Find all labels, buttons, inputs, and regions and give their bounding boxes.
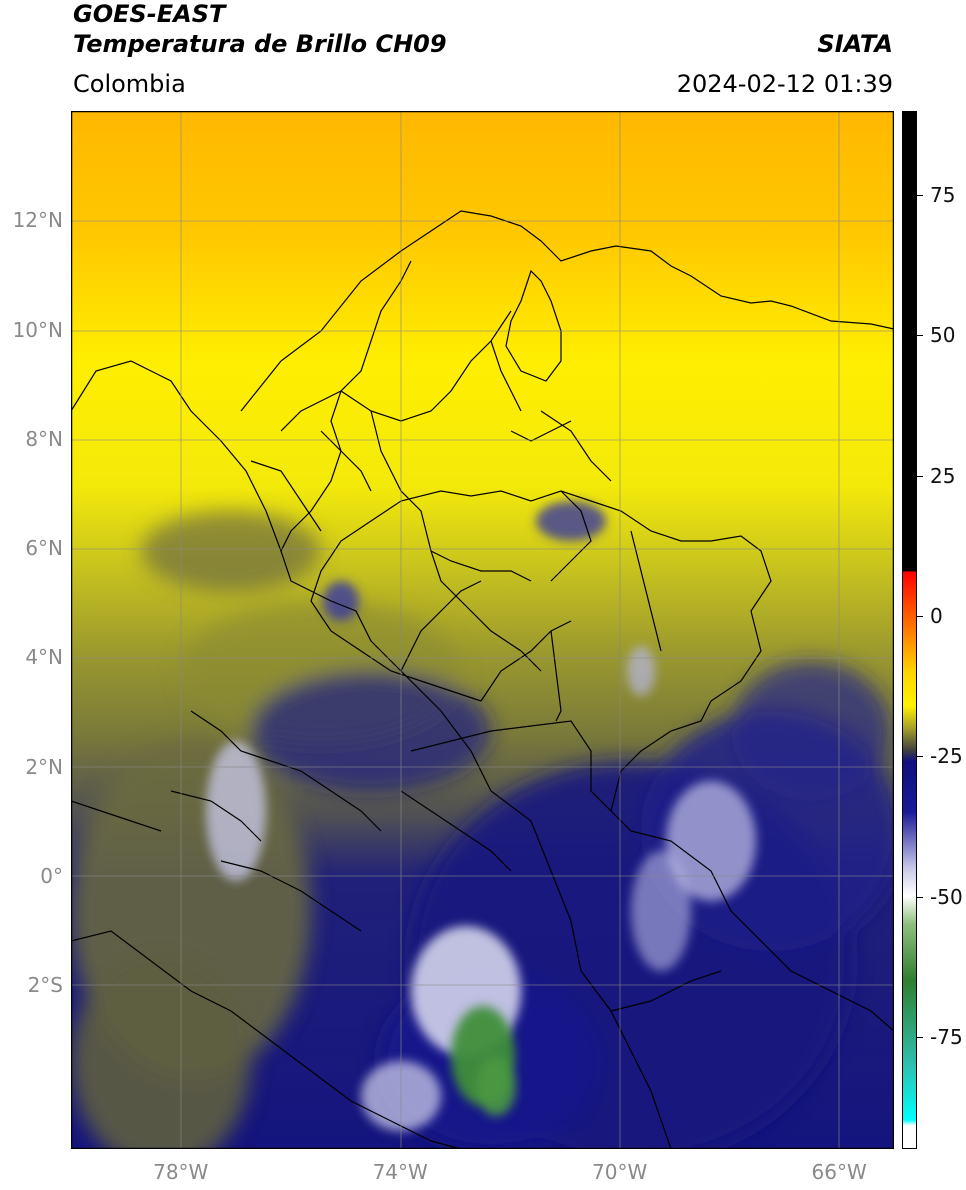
colorbar-tick-label: 25 bbox=[930, 463, 956, 488]
lon-tick-label: 70°W bbox=[592, 1160, 648, 1184]
colorbar-tick-label: 75 bbox=[930, 183, 956, 208]
product-title: Temperatura de Brillo CH09 bbox=[73, 30, 447, 58]
colorbar-tick bbox=[917, 615, 923, 617]
colorbar-tick bbox=[917, 1036, 923, 1038]
colorbar-tick-label: -25 bbox=[930, 744, 963, 769]
satellite-title: GOES-EAST bbox=[73, 0, 226, 28]
lat-tick-label: 4°N bbox=[25, 645, 63, 670]
colorbar-tick bbox=[917, 475, 923, 477]
colorbar bbox=[902, 111, 917, 1149]
lat-tick-label: 8°N bbox=[25, 426, 63, 451]
lat-tick-label: 12°N bbox=[12, 208, 63, 233]
source-label: SIATA bbox=[817, 30, 893, 58]
lon-tick-label: 66°W bbox=[811, 1160, 867, 1184]
lon-tick-label: 78°W bbox=[153, 1160, 209, 1184]
datetime-label: 2024-02-12 01:39 bbox=[676, 70, 893, 98]
colorbar-tick-label: -75 bbox=[930, 1024, 963, 1049]
colorbar-tick bbox=[917, 896, 923, 898]
lat-tick-label: 0° bbox=[40, 863, 63, 888]
lon-tick-label: 74°W bbox=[372, 1160, 428, 1184]
colorbar-tick-label: -50 bbox=[930, 884, 963, 909]
colorbar-tick bbox=[917, 335, 923, 337]
lat-tick-label: 10°N bbox=[12, 317, 63, 342]
colorbar-tick bbox=[917, 756, 923, 758]
lat-tick-label: 2°S bbox=[27, 973, 63, 998]
lat-tick-label: 2°N bbox=[25, 754, 63, 779]
colorbar-tick bbox=[917, 195, 923, 197]
brightness-temperature-map bbox=[71, 111, 894, 1149]
colorbar-tick-label: 0 bbox=[930, 603, 943, 628]
gridlines bbox=[71, 111, 894, 1149]
lat-tick-label: 6°N bbox=[25, 536, 63, 561]
colorbar-tick-label: 50 bbox=[930, 323, 956, 348]
region-label: Colombia bbox=[73, 70, 186, 98]
